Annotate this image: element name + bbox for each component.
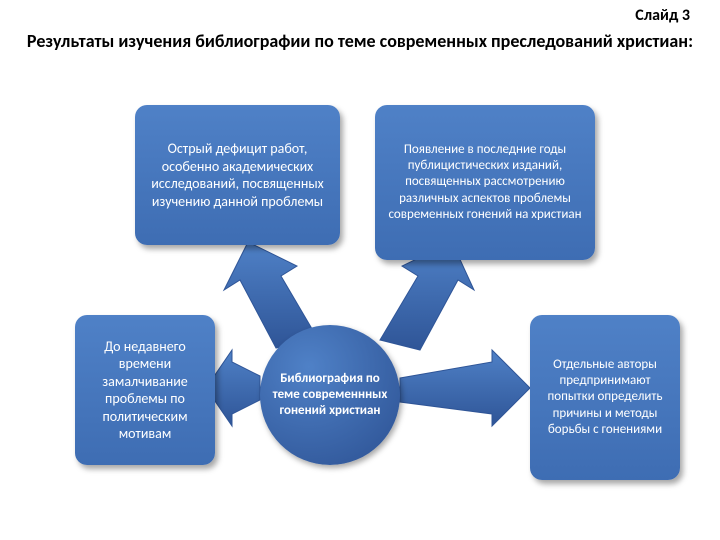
result-text-bottom-left: До недавнего времени замалчивание пробле… bbox=[85, 338, 205, 443]
result-box-bottom-right: Отдельные авторы предпринимают попытки о… bbox=[530, 315, 680, 480]
result-box-bottom-left: До недавнего времени замалчивание пробле… bbox=[75, 315, 215, 465]
result-box-top-left: Острый дефицит работ, особенно академиче… bbox=[135, 105, 340, 245]
result-text-top-right: Появление в последние годы публицистичес… bbox=[385, 142, 585, 223]
result-text-top-left: Острый дефицит работ, особенно академиче… bbox=[145, 140, 330, 210]
center-topic-text: Библиография по теме современнных гонени… bbox=[270, 371, 390, 420]
arrow-to-bot-right bbox=[400, 350, 530, 426]
result-box-top-right: Появление в последние годы публицистичес… bbox=[375, 105, 595, 260]
center-topic-circle: Библиография по теме современнных гонени… bbox=[260, 325, 400, 465]
result-text-bottom-right: Отдельные авторы предпринимают попытки о… bbox=[540, 357, 670, 438]
radial-diagram: Острый дефицит работ, особенно академиче… bbox=[0, 0, 720, 540]
